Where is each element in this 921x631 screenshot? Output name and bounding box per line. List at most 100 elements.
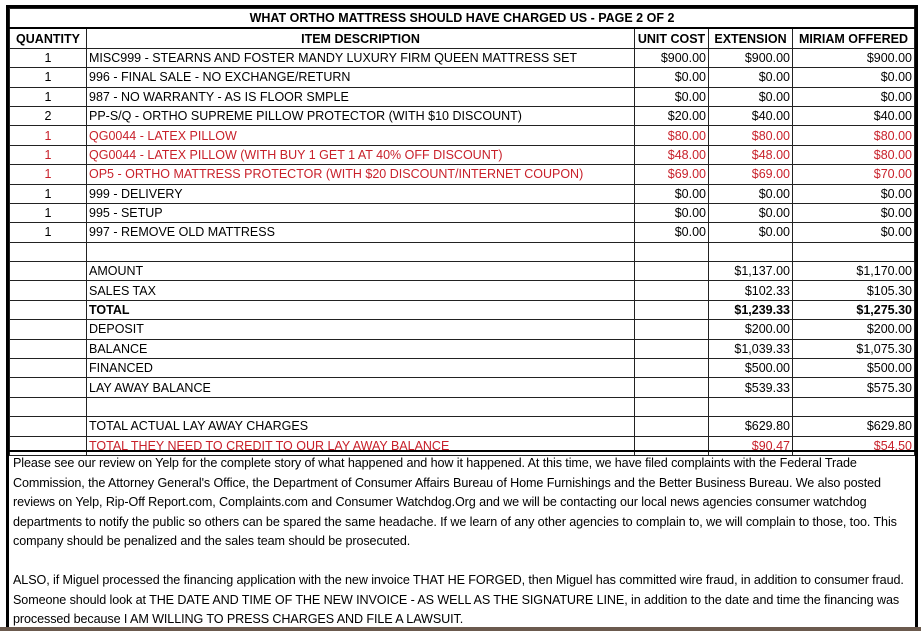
summary-miriam: $1,170.00 [792,261,915,282]
summary-label: BALANCE [86,338,635,360]
summary-miriam: $1,075.30 [792,338,915,360]
item-row: 1 995 - SETUP $0.00 $0.00 $0.00 [9,202,915,224]
summary-row: AMOUNT $1,137.00 $1,170.00 [9,261,915,282]
unit-cost-cell: $80.00 [634,125,709,146]
extension-cell: $900.00 [708,47,793,69]
extension-cell: $0.00 [708,67,793,88]
unit-cost-cell: $0.00 [634,86,709,107]
header-unit-cost: UNIT COST [634,27,709,49]
unit-cost-cell: $69.00 [634,164,709,185]
summary-extension: $539.33 [708,377,793,398]
header-quantity: QUANTITY [9,27,87,49]
item-row: 1 999 - DELIVERY $0.00 $0.00 $0.00 [9,183,915,204]
extension-cell: $48.00 [708,144,793,166]
item-row: 1 OP5 - ORTHO MATTRESS PROTECTOR (WITH $2… [9,164,915,185]
quantity-cell: 1 [9,222,87,243]
extension-cell: $0.00 [708,183,793,204]
item-row: 1 QG0044 - LATEX PILLOW (WITH BUY 1 GET 1… [9,144,915,166]
miriam-offered-cell: $80.00 [792,125,915,146]
extension-cell: $80.00 [708,125,793,146]
header-extension: EXTENSION [708,27,793,49]
unit-cost-cell: $0.00 [634,202,709,224]
unit-cost-cell: $900.00 [634,47,709,69]
item-row: 1 997 - REMOVE OLD MATTRESS $0.00 $0.00 $0.0… [9,222,915,243]
quantity-cell: 1 [9,67,87,88]
description-cell: 995 - SETUP [86,202,635,224]
summary-extension: $200.00 [708,319,793,340]
page-title: WHAT ORTHO MATTRESS SHOULD HAVE CHARGED … [9,8,915,30]
description-cell: QG0044 - LATEX PILLOW (WITH BUY 1 GET 1 … [86,144,635,166]
description-cell: MISC999 - STEARNS AND FOSTER MANDY LUXUR… [86,47,635,69]
description-cell: 987 - NO WARRANTY - AS IS FLOOR SMPLE [86,86,635,107]
summary-label: AMOUNT [86,261,635,282]
extension-cell: $0.00 [708,202,793,224]
quantity-cell: 1 [9,144,87,166]
miriam-offered-cell: $70.00 [792,164,915,185]
blank-row [9,241,915,263]
final-row: TOTAL ACTUAL LAY AWAY CHARGES $629.80 $629… [9,416,915,437]
bottom-strip [0,627,921,631]
summary-extension: $1,239.33 [708,299,793,321]
item-row: 1 996 - FINAL SALE - NO EXCHANGE/RETURN $0… [9,67,915,88]
summary-miriam: $500.00 [792,358,915,379]
summary-row: DEPOSIT $200.00 $200.00 [9,319,915,340]
miriam-offered-cell: $900.00 [792,47,915,69]
final-label: TOTAL ACTUAL LAY AWAY CHARGES [86,416,635,437]
item-row: 1 MISC999 - STEARNS AND FOSTER MANDY LUXU… [9,47,915,69]
miriam-offered-cell: $0.00 [792,222,915,243]
quantity-cell: 1 [9,202,87,224]
quantity-cell: 2 [9,105,87,127]
notes-block: Please see our review on Yelp for the co… [6,450,918,631]
summary-miriam: $105.30 [792,280,915,301]
final-extension: $629.80 [708,416,793,437]
unit-cost-cell: $48.00 [634,144,709,166]
summary-miriam: $575.30 [792,377,915,398]
summary-miriam: $200.00 [792,319,915,340]
extension-cell: $40.00 [708,105,793,127]
description-cell: QG0044 - LATEX PILLOW [86,125,635,146]
extension-cell: $0.00 [708,222,793,243]
summary-label: SALES TAX [86,280,635,301]
invoice-table-container: WHAT ORTHO MATTRESS SHOULD HAVE CHARGED … [6,5,918,456]
description-cell: 999 - DELIVERY [86,183,635,204]
summary-row: SALES TAX $102.33 $105.30 [9,280,915,301]
quantity-cell: 1 [9,86,87,107]
invoice-table: WHAT ORTHO MATTRESS SHOULD HAVE CHARGED … [9,8,915,456]
summary-label: DEPOSIT [86,319,635,340]
miriam-offered-cell: $40.00 [792,105,915,127]
header-description: ITEM DESCRIPTION [86,27,635,49]
quantity-cell: 1 [9,164,87,185]
summary-label: FINANCED [86,358,635,379]
header-miriam-offered: MIRIAM OFFERED [792,27,915,49]
notes-paragraph-1: Please see our review on Yelp for the co… [13,456,897,549]
unit-cost-cell: $0.00 [634,222,709,243]
description-cell: OP5 - ORTHO MATTRESS PROTECTOR (WITH $20… [86,164,635,185]
summary-row: BALANCE $1,039.33 $1,075.30 [9,338,915,360]
extension-cell: $0.00 [708,86,793,107]
summary-row: TOTAL $1,239.33 $1,275.30 [9,299,915,321]
description-cell: 996 - FINAL SALE - NO EXCHANGE/RETURN [86,67,635,88]
miriam-offered-cell: $80.00 [792,144,915,166]
summary-row: FINANCED $500.00 $500.00 [9,358,915,379]
summary-label: TOTAL [86,299,635,321]
quantity-cell: 1 [9,125,87,146]
summary-extension: $500.00 [708,358,793,379]
summary-miriam: $1,275.30 [792,299,915,321]
miriam-offered-cell: $0.00 [792,202,915,224]
summary-row: LAY AWAY BALANCE $539.33 $575.30 [9,377,915,398]
miriam-offered-cell: $0.00 [792,183,915,204]
miriam-offered-cell: $0.00 [792,86,915,107]
unit-cost-cell: $20.00 [634,105,709,127]
final-miriam: $629.80 [792,416,915,437]
summary-label: LAY AWAY BALANCE [86,377,635,398]
summary-extension: $102.33 [708,280,793,301]
blank-row [9,396,915,418]
item-row: 2 PP-S/Q - ORTHO SUPREME PILLOW PROTECTOR… [9,105,915,127]
quantity-cell: 1 [9,47,87,69]
description-cell: 997 - REMOVE OLD MATTRESS [86,222,635,243]
summary-extension: $1,039.33 [708,338,793,360]
notes-paragraph-2: ALSO, if Miguel processed the financing … [13,572,904,627]
unit-cost-cell: $0.00 [634,183,709,204]
quantity-cell: 1 [9,183,87,204]
unit-cost-cell: $0.00 [634,67,709,88]
